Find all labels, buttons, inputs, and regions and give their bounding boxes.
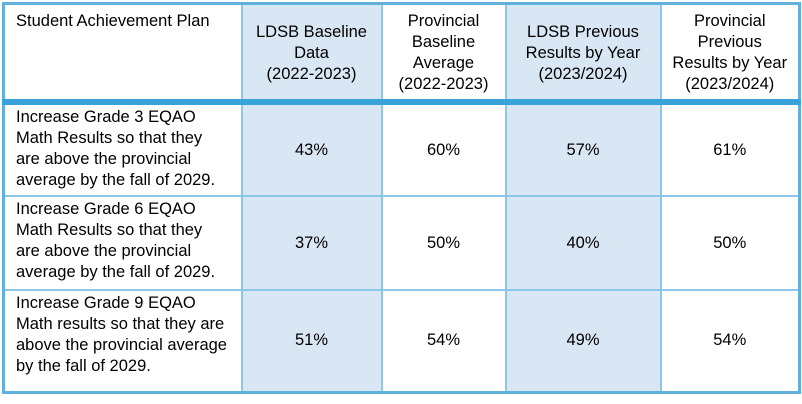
column-header-student-achievement-plan: Student Achievement Plan <box>2 2 243 105</box>
table-row-grade-9: Increase Grade 9 EQAO Math results so th… <box>2 289 801 393</box>
value-cell-ldsb-baseline: 37% <box>240 195 383 291</box>
value-cell-provincial-previous: 61% <box>659 101 801 197</box>
column-header-ldsb-previous-results: LDSB Previous Results by Year (2023/2024… <box>504 2 662 105</box>
value-cell-ldsb-previous: 57% <box>504 101 662 197</box>
column-header-provincial-baseline-average: Provincial Baseline Average (2022-2023) <box>380 2 507 105</box>
column-header-ldsb-baseline-data: LDSB Baseline Data (2022-2023) <box>240 2 383 105</box>
value-cell-provincial-baseline: 54% <box>380 289 507 393</box>
value-cell-ldsb-baseline: 51% <box>240 289 383 393</box>
table-row-grade-3: Increase Grade 3 EQAO Math Results so th… <box>2 101 801 197</box>
value-cell-ldsb-baseline: 43% <box>240 101 383 197</box>
page: Student Achievement Plan LDSB Baseline D… <box>2 2 801 394</box>
table-row-grade-6: Increase Grade 6 EQAO Math Results so th… <box>2 195 801 291</box>
objective-cell: Increase Grade 6 EQAO Math Results so th… <box>2 195 243 291</box>
objective-cell: Increase Grade 9 EQAO Math results so th… <box>2 289 243 393</box>
column-header-provincial-previous-results: Provincial Previous Results by Year (202… <box>659 2 801 105</box>
objective-cell: Increase Grade 3 EQAO Math Results so th… <box>2 101 243 197</box>
value-cell-provincial-baseline: 60% <box>380 101 507 197</box>
value-cell-provincial-baseline: 50% <box>380 195 507 291</box>
value-cell-provincial-previous: 50% <box>659 195 801 291</box>
header-row: Student Achievement Plan LDSB Baseline D… <box>2 2 801 105</box>
value-cell-ldsb-previous: 49% <box>504 289 662 393</box>
value-cell-provincial-previous: 54% <box>659 289 801 393</box>
achievement-table: Student Achievement Plan LDSB Baseline D… <box>2 2 801 394</box>
value-cell-ldsb-previous: 40% <box>504 195 662 291</box>
